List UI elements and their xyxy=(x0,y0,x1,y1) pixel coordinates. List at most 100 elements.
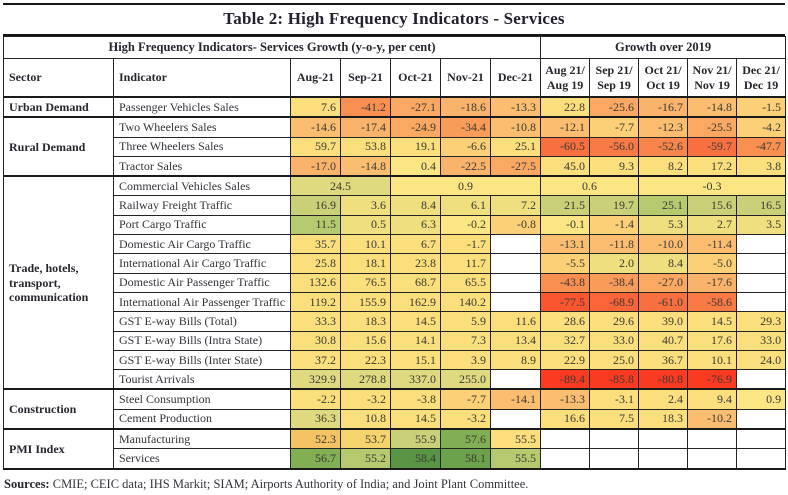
table-row: Port Cargo Traffic 11.5 0.5 6.3 -0.2 -0.8 -0.1… xyxy=(4,214,787,236)
value-cell: 53.7 xyxy=(340,428,391,450)
table-title: Table 2: High Frequency Indicators - Ser… xyxy=(223,9,565,28)
value-cell: 13.4 xyxy=(489,330,542,351)
value-cell: 19.7 xyxy=(589,195,640,216)
table-row: Rural Demand Two Wheelers Sales -14.6 -17.4… xyxy=(3,116,787,177)
value-cell: 76.5 xyxy=(340,272,391,293)
indicator-cell: Domestic Air Passenger Traffic xyxy=(113,272,291,293)
value-cell: -47.7 xyxy=(736,136,787,157)
sector-cell: Trade, hotels, transport, communication xyxy=(3,175,114,390)
value-cell: 7.2 xyxy=(489,195,542,216)
value-cell: 3.8 xyxy=(736,155,787,177)
indicator-cell: Services xyxy=(113,448,291,470)
value-cell: -10.2 xyxy=(687,408,738,430)
value-cell: -38.4 xyxy=(589,272,640,293)
value-cell xyxy=(589,448,640,470)
value-cell: -14.1 xyxy=(489,388,542,410)
value-cell: 36.3 xyxy=(290,408,341,430)
value-cell: 3.6 xyxy=(340,195,391,216)
value-cell: -1.5 xyxy=(736,95,787,118)
value-cell: -14.6 xyxy=(290,116,341,138)
value-cell: 15.6 xyxy=(687,195,738,216)
indicator-cell: Domestic Air Cargo Traffic xyxy=(113,234,291,255)
value-cell: 40.7 xyxy=(638,330,689,351)
growth-line2: Nov 19 xyxy=(694,77,730,92)
table-row: Railway Freight Traffic 16.9 3.6 8.4 6.1 7.2 2… xyxy=(4,195,787,216)
indicator-cell: Cement Production xyxy=(113,408,291,430)
value-cell: 8.2 xyxy=(638,155,689,177)
value-cell: 33.0 xyxy=(736,330,787,351)
value-cell: 68.7 xyxy=(390,272,441,293)
value-cell: 7.6 xyxy=(290,95,341,118)
value-cell: -27.5 xyxy=(489,155,542,177)
value-cell: -5.5 xyxy=(540,253,591,274)
value-cell: -27.1 xyxy=(390,95,441,118)
value-cell: -3.8 xyxy=(390,388,441,410)
value-cell: -27.0 xyxy=(638,272,689,293)
value-cell: 29.3 xyxy=(736,311,787,332)
table-head: High Frequency Indicators- Services Grow… xyxy=(2,36,787,98)
growth-line2: Oct 19 xyxy=(646,77,680,92)
value-cell: 255.0 xyxy=(440,369,491,390)
col-header-growth: Oct 21/Oct 19 xyxy=(638,58,689,98)
table-row: Domestic Air Passenger Traffic 132.6 76.5 6… xyxy=(4,272,787,293)
value-cell: -61.0 xyxy=(638,291,689,313)
value-cell: -76.9 xyxy=(687,369,738,390)
value-cell: 16.9 xyxy=(290,195,341,216)
value-cell xyxy=(489,408,542,430)
value-cell: 33.0 xyxy=(589,330,640,351)
value-cell: 3.5 xyxy=(736,214,787,236)
value-cell xyxy=(540,448,591,470)
sector-cell: Construction xyxy=(3,388,114,430)
value-cell: 52.3 xyxy=(290,428,341,450)
group-header-right: Growth over 2019 xyxy=(540,36,787,59)
value-cell: -4.2 xyxy=(736,116,787,138)
table-body: Urban Demand Passenger Vehicles Sales 7.6-… xyxy=(3,95,787,470)
value-cell: 0.6 xyxy=(540,175,640,197)
table-row: Tourist Arrivals 329.9 278.8 337.0 255.0 -89.… xyxy=(4,369,787,390)
value-cell: -12.3 xyxy=(638,116,689,138)
value-cell: -3.2 xyxy=(340,388,391,410)
value-cell: 8.4 xyxy=(638,253,689,274)
col-header-month: Aug-21 xyxy=(290,58,341,98)
value-cell: -13.3 xyxy=(489,95,542,118)
value-cell: -68.9 xyxy=(589,291,640,313)
indicator-cell: Tractor Sales xyxy=(113,155,291,177)
col-header-month: Dec-21 xyxy=(489,58,542,98)
col-header-sector: Sector xyxy=(3,58,114,98)
table-row: Trade, hotels, transport, communication C… xyxy=(3,175,787,390)
value-cell: 65.5 xyxy=(440,272,491,293)
value-cell xyxy=(736,291,787,313)
value-cell: -58.6 xyxy=(687,291,738,313)
table-row: International Air Passenger Traffic 119.2… xyxy=(4,291,787,313)
value-cell: 18.3 xyxy=(340,311,391,332)
table-row: Domestic Air Cargo Traffic 35.7 10.1 6.7 -1.… xyxy=(4,234,787,255)
value-cell: -17.6 xyxy=(687,272,738,293)
value-cell: 29.6 xyxy=(589,311,640,332)
value-cell: -6.6 xyxy=(440,136,491,157)
value-cell: 32.7 xyxy=(540,330,591,351)
value-cell: -16.7 xyxy=(638,95,689,118)
value-cell: 15.6 xyxy=(340,330,391,351)
column-header-row: Sector Indicator Aug-21 Sep-21 Oct-21 No… xyxy=(3,58,787,98)
indicator-cell: Tourist Arrivals xyxy=(113,369,291,390)
growth-line1: Sep 21/ xyxy=(595,63,633,78)
value-cell: 45.0 xyxy=(540,155,591,177)
value-cell: 22.9 xyxy=(540,349,591,371)
value-cell: -24.9 xyxy=(390,116,441,138)
indicator-cell: GST E-way Bills (Total) xyxy=(113,311,291,332)
growth-line2: Sep 19 xyxy=(597,77,631,92)
value-cell: 9.4 xyxy=(687,388,738,410)
group-header-left: High Frequency Indicators- Services Grow… xyxy=(2,36,542,59)
table-row: Three Wheelers Sales 59.7 53.8 19.1 -6.6 25.1… xyxy=(4,136,787,157)
value-cell: -1.4 xyxy=(589,214,640,236)
value-cell: 55.2 xyxy=(340,448,391,470)
col-header-month: Sep-21 xyxy=(340,58,391,98)
value-cell: -3.2 xyxy=(440,408,491,430)
value-cell: 17.6 xyxy=(687,330,738,351)
value-cell: -0.1 xyxy=(540,214,591,236)
sector-cell: Rural Demand xyxy=(3,116,114,177)
growth-line1: Oct 21/ xyxy=(644,63,682,78)
value-cell: 36.7 xyxy=(638,349,689,371)
value-cell: -10.8 xyxy=(489,116,542,138)
